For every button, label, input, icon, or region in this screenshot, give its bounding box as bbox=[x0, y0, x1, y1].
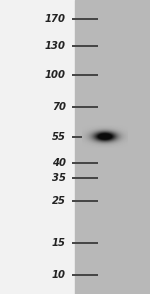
Text: 40: 40 bbox=[52, 158, 66, 168]
Text: 15: 15 bbox=[52, 238, 66, 248]
Bar bbox=[75, 0, 150, 294]
Text: 35: 35 bbox=[52, 173, 66, 183]
Text: 55: 55 bbox=[52, 132, 66, 142]
Text: 130: 130 bbox=[45, 41, 66, 51]
Text: 25: 25 bbox=[52, 196, 66, 206]
Text: 70: 70 bbox=[52, 102, 66, 112]
Text: 100: 100 bbox=[45, 70, 66, 80]
Text: 10: 10 bbox=[52, 270, 66, 280]
Text: 170: 170 bbox=[45, 14, 66, 24]
